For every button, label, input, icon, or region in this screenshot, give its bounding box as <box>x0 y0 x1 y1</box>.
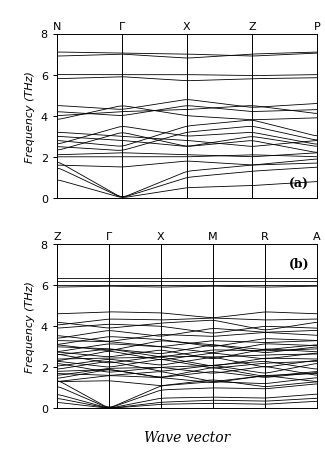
Text: Wave vector: Wave vector <box>144 430 230 444</box>
Y-axis label: Frequency (THz): Frequency (THz) <box>25 71 35 162</box>
Text: (b): (b) <box>289 257 309 270</box>
Text: (a): (a) <box>289 177 309 190</box>
Y-axis label: Frequency (THz): Frequency (THz) <box>25 280 35 372</box>
